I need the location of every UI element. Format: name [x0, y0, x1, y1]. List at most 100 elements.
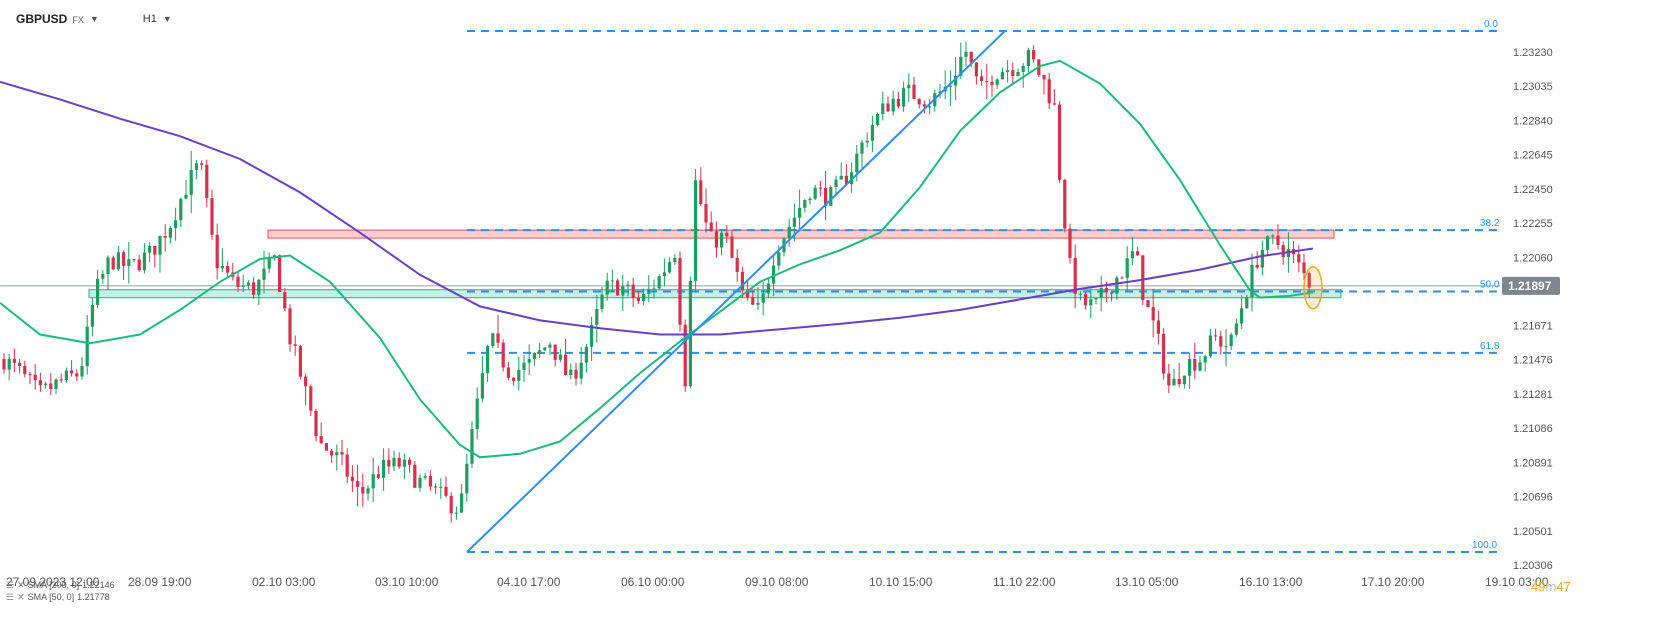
candle-body [662, 272, 666, 277]
settings-icon[interactable]: ☰ [6, 580, 15, 590]
candle-body [54, 379, 58, 389]
candle-body [902, 88, 906, 107]
y-tick-label: 1.21086 [1513, 423, 1553, 435]
candle-body [1047, 79, 1051, 104]
candle-body [194, 163, 198, 170]
candle-body [517, 369, 521, 381]
candle-body [1214, 335, 1218, 337]
candle-body [1058, 104, 1062, 180]
candle-body [241, 285, 245, 287]
candle-body [111, 257, 115, 270]
legend-sma200: ☰ ✕ SMA [200, 0] 1.22146 [6, 579, 115, 591]
candle-body [371, 474, 375, 489]
candle-body [361, 486, 365, 494]
candle-body [506, 367, 510, 378]
bar-countdown: 49m47 [1531, 579, 1571, 594]
candle-body [106, 257, 110, 275]
timeframe-selector[interactable]: H1 [142, 13, 157, 25]
candle-body [314, 410, 318, 437]
candle-body [558, 354, 562, 360]
candle-body [1021, 65, 1025, 72]
close-icon[interactable]: ✕ [17, 580, 25, 590]
legend-sma50-name: SMA [50, 0] [27, 592, 75, 602]
fib-level-label: 0.0 [1484, 19, 1498, 30]
candle-body [616, 280, 620, 296]
candle-body [1198, 362, 1202, 371]
candle-body [912, 84, 916, 99]
candle-body [938, 91, 942, 94]
candle-body [1016, 71, 1020, 77]
candle-body [132, 259, 136, 261]
current-price-label: 1.21897 [1508, 279, 1552, 293]
candle-body [23, 366, 27, 374]
candle-body [642, 293, 646, 302]
candle-body [85, 326, 89, 367]
y-tick-label: 1.21671 [1513, 321, 1553, 333]
candle-body [600, 294, 604, 309]
candle-body [1078, 293, 1082, 295]
candle-body [683, 324, 687, 387]
candle-body [990, 81, 994, 85]
candle-body [1032, 50, 1036, 60]
y-tick-label: 1.23230 [1513, 47, 1553, 59]
candle-body [590, 324, 594, 347]
candle-body [631, 284, 635, 298]
candle-body [1000, 72, 1004, 80]
candle-body [1172, 378, 1176, 386]
candle-body [1203, 356, 1207, 363]
candle-body [449, 495, 453, 514]
candle-body [418, 477, 422, 488]
candle-body [1146, 300, 1150, 308]
candle-body [283, 292, 287, 309]
candle-body [824, 187, 828, 206]
candle-body [610, 280, 614, 282]
candle-body [127, 259, 131, 266]
candle-body [1276, 235, 1280, 246]
candle-body [985, 81, 989, 83]
chevron-down-icon[interactable]: ▼ [162, 14, 172, 24]
candle-body [257, 279, 261, 295]
settings-icon[interactable]: ☰ [6, 592, 15, 602]
candle-body [1120, 277, 1124, 279]
candle-body [891, 98, 895, 112]
candle-body [1271, 235, 1275, 237]
candle-body [1151, 307, 1155, 321]
candle-body [668, 262, 672, 273]
symbol-name[interactable]: GBPUSD [16, 12, 68, 26]
candle-body [829, 187, 833, 206]
candle-body [246, 282, 250, 286]
candle-body [33, 374, 37, 381]
candle-body [1084, 293, 1088, 306]
candle-body [350, 476, 354, 482]
candle-body [184, 194, 188, 199]
candle-body [1266, 236, 1270, 250]
candle-body [896, 98, 900, 107]
candle-body [1234, 323, 1238, 335]
candle-body [922, 104, 926, 107]
candle-body [163, 235, 167, 238]
sma200-line [0, 80, 1314, 336]
countdown-seconds: 47 [1556, 579, 1571, 594]
candle-body [2, 359, 6, 370]
candle-body [865, 140, 869, 143]
candle-body [340, 452, 344, 455]
candle-body [1104, 288, 1108, 293]
x-tick-label: 03.10 10:00 [375, 575, 439, 589]
candle-body [699, 180, 703, 204]
candle-body [90, 304, 94, 327]
x-tick-label: 10.10 15:00 [869, 575, 933, 589]
legend-sma200-value: 1.22146 [82, 580, 115, 590]
candle-body [709, 222, 713, 232]
chevron-down-icon[interactable]: ▼ [89, 14, 99, 24]
candle-body [1006, 70, 1010, 73]
candle-body [1219, 336, 1223, 347]
candle-body [777, 252, 781, 266]
trendline [466, 30, 1006, 553]
candle-body [538, 350, 542, 353]
close-icon[interactable]: ✕ [17, 592, 25, 602]
candle-body [1281, 245, 1285, 257]
candle-body [38, 380, 42, 386]
candle-body [1110, 292, 1114, 294]
candle-body [512, 377, 516, 381]
